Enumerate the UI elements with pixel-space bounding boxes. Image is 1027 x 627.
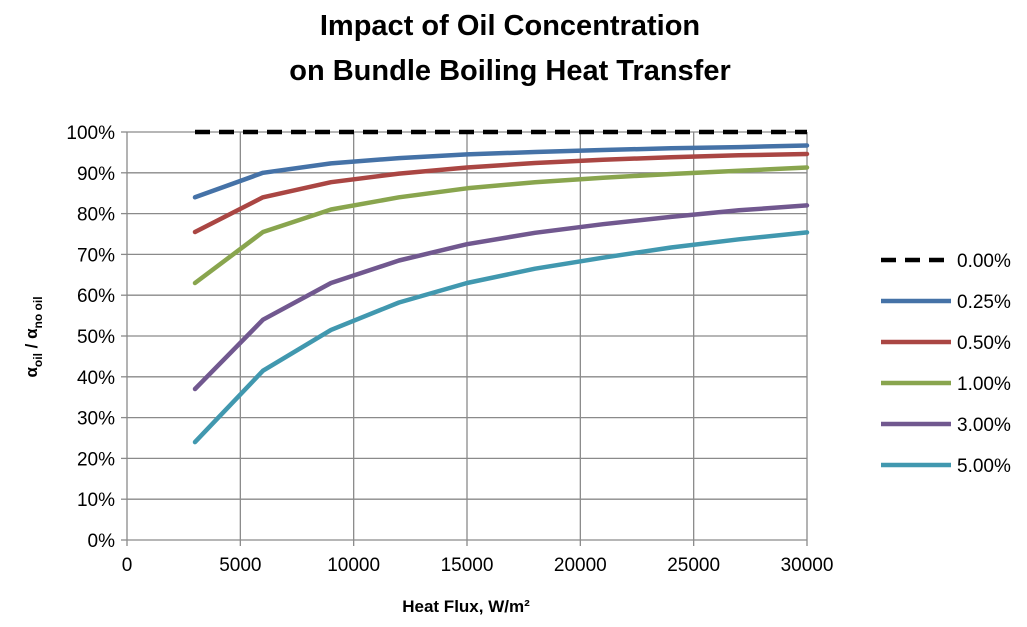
legend-item: 0.50% <box>881 333 1011 354</box>
chart-title-line-2: on Bundle Boiling Heat Transfer <box>289 55 731 87</box>
y-axis-title-sub-1: oil <box>31 353 45 367</box>
x-tick-label: 15000 <box>441 555 494 576</box>
x-tick-label: 25000 <box>667 555 720 576</box>
x-tick-label: 5000 <box>219 555 261 576</box>
legend: 0.00% 0.25% 0.50% 1.00% 3.00% 5.00% <box>881 251 1011 477</box>
legend-label: 0.25% <box>957 292 1011 313</box>
y-axis-title-separator: / <box>22 339 41 353</box>
x-tick-labels: 0 5000 10000 15000 20000 25000 30000 <box>122 555 834 576</box>
legend-label: 1.00% <box>957 374 1011 395</box>
y-tick-label: 40% <box>77 368 115 389</box>
legend-item: 0.00% <box>881 251 1011 272</box>
legend-item: 1.00% <box>881 374 1011 395</box>
x-tick-label: 30000 <box>781 555 834 576</box>
y-tick-label: 50% <box>77 327 115 348</box>
y-axis-title-alpha-1: α <box>22 367 41 378</box>
series-lines <box>195 132 807 442</box>
x-tick-label: 0 <box>122 555 133 576</box>
series-line-0-50pct <box>195 154 807 232</box>
chart-title-line-1: Impact of Oil Concentration <box>320 10 700 42</box>
y-axis-title: αoil / αno oil <box>22 296 45 377</box>
legend-label: 0.50% <box>957 333 1011 354</box>
y-tick-label: 20% <box>77 449 115 470</box>
x-tick-label: 10000 <box>327 555 380 576</box>
legend-item: 5.00% <box>881 456 1011 477</box>
chart-title: Impact of Oil Concentration on Bundle Bo… <box>289 10 731 87</box>
axes <box>121 132 807 546</box>
y-tick-label: 30% <box>77 409 115 430</box>
y-tick-label: 70% <box>77 245 115 266</box>
y-tick-label: 10% <box>77 490 115 511</box>
y-tick-label: 80% <box>77 205 115 226</box>
legend-label: 0.00% <box>957 251 1011 272</box>
x-tick-label: 20000 <box>554 555 607 576</box>
y-tick-label: 60% <box>77 286 115 307</box>
series-line-5-00pct <box>195 232 807 442</box>
y-tick-labels: 0% 10% 20% 30% 40% 50% 60% 70% 80% 90% 100% <box>66 123 115 552</box>
series-line-3-00pct <box>195 205 807 389</box>
series-line-1-00pct <box>195 168 807 284</box>
y-axis-title-alpha-2: α <box>22 328 41 339</box>
legend-item: 3.00% <box>881 415 1011 436</box>
legend-label: 5.00% <box>957 456 1011 477</box>
gridlines <box>127 132 807 540</box>
legend-item: 0.25% <box>881 292 1011 313</box>
legend-label: 3.00% <box>957 415 1011 436</box>
y-axis-title-sub-2: no oil <box>31 296 45 328</box>
x-axis-title: Heat Flux, W/m² <box>402 597 530 616</box>
y-tick-label: 0% <box>88 531 116 552</box>
y-tick-label: 100% <box>66 123 115 144</box>
y-tick-label: 90% <box>77 164 115 185</box>
